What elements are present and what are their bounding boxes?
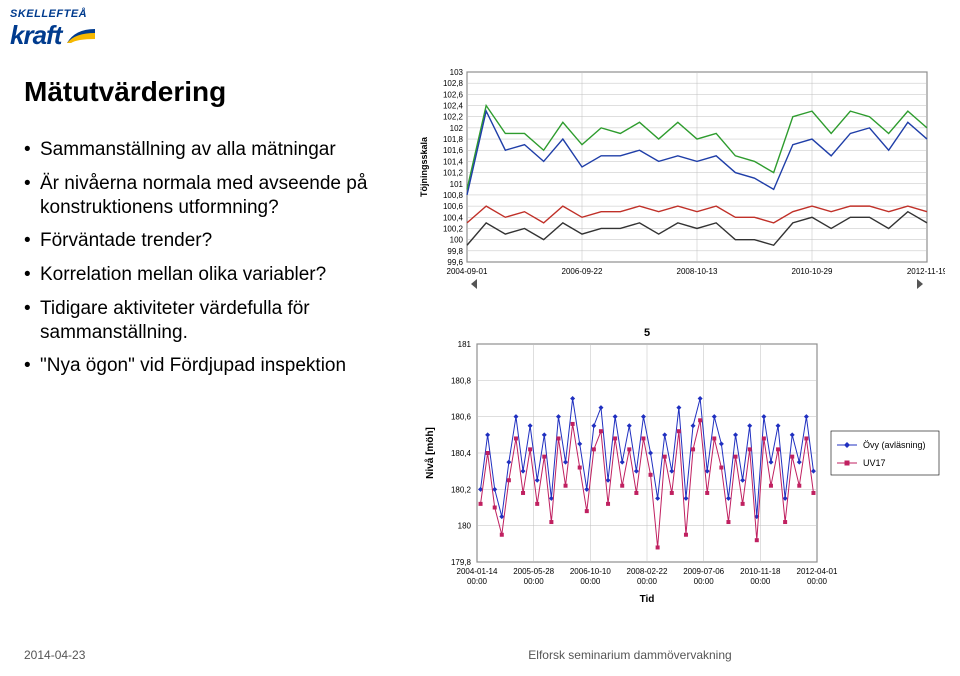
footer-center: Elforsk seminarium dammövervakning [324, 648, 936, 662]
svg-text:102,4: 102,4 [443, 102, 464, 111]
svg-text:100,4: 100,4 [443, 213, 464, 222]
svg-text:00:00: 00:00 [524, 577, 545, 586]
svg-text:102: 102 [450, 124, 464, 133]
svg-text:00:00: 00:00 [580, 577, 601, 586]
svg-text:2012-11-19: 2012-11-19 [907, 267, 945, 276]
svg-text:2008-02-22: 2008-02-22 [627, 567, 668, 576]
svg-text:101,2: 101,2 [443, 169, 464, 178]
svg-text:2006-09-22: 2006-09-22 [562, 267, 603, 276]
svg-text:101,6: 101,6 [443, 146, 464, 155]
svg-text:2009-07-06: 2009-07-06 [683, 567, 724, 576]
svg-text:2006-10-10: 2006-10-10 [570, 567, 611, 576]
bullet-item: Förväntade trender? [24, 229, 404, 253]
svg-text:180,2: 180,2 [451, 485, 472, 494]
chart-top: 99,6 99,8 100 100,2 100,4 100,6 100,8 101 101,2 1… [415, 66, 945, 301]
svg-text:5: 5 [644, 327, 650, 339]
svg-text:2012-04-01: 2012-04-01 [797, 567, 838, 576]
svg-text:00:00: 00:00 [807, 577, 828, 586]
bullet-item: Korrelation mellan olika variabler? [24, 263, 404, 287]
svg-text:100: 100 [450, 236, 464, 245]
svg-text:99,8: 99,8 [447, 247, 463, 256]
svg-text:2004-09-01: 2004-09-01 [447, 267, 488, 276]
svg-text:00:00: 00:00 [694, 577, 715, 586]
svg-text:00:00: 00:00 [750, 577, 771, 586]
logo-toptext: SKELLEFTEÅ [10, 8, 140, 20]
svg-text:180,8: 180,8 [451, 376, 472, 385]
logo-brand: kraft [10, 20, 61, 51]
svg-text:Tid: Tid [640, 594, 655, 605]
svg-text:UV17: UV17 [863, 458, 886, 468]
bullet-item: Tidigare aktiviteter värdefulla för samm… [24, 297, 404, 345]
svg-text:100,8: 100,8 [443, 191, 464, 200]
bullet-list: Sammanställning av alla mätningar Är nivå… [24, 138, 404, 388]
page-title: Mätutvärdering [24, 76, 226, 108]
svg-text:102,6: 102,6 [443, 90, 464, 99]
svg-text:2008-10-13: 2008-10-13 [677, 267, 718, 276]
svg-text:Töjningsskala: Töjningsskala [419, 136, 429, 197]
svg-text:180,4: 180,4 [451, 449, 472, 458]
svg-text:181: 181 [458, 340, 472, 349]
footer: 2014-04-23 Elforsk seminarium dammöverva… [24, 648, 936, 662]
bullet-item: "Nya ögon" vid Fördjupad inspektion [24, 354, 404, 378]
svg-text:101,8: 101,8 [443, 135, 464, 144]
bullet-item: Är nivåerna normala med avseende på kons… [24, 172, 404, 220]
bullet-item: Sammanställning av alla mätningar [24, 138, 404, 162]
svg-text:179,8: 179,8 [451, 558, 472, 567]
chart-bottom: 5 179,8 180 180,2 180,4 180,6 180,8 181 2004-01-… [415, 320, 945, 620]
svg-text:180: 180 [458, 522, 472, 531]
svg-text:102,2: 102,2 [443, 113, 464, 122]
svg-text:99,6: 99,6 [447, 258, 463, 267]
brand-swoosh-icon [65, 25, 97, 47]
svg-text:Nivå [möh]: Nivå [möh] [424, 427, 436, 479]
svg-text:101: 101 [450, 180, 464, 189]
svg-text:100,6: 100,6 [443, 202, 464, 211]
logo: SKELLEFTEÅ kraft [10, 8, 140, 51]
svg-text:2010-11-18: 2010-11-18 [740, 567, 781, 576]
svg-text:2004-01-14: 2004-01-14 [457, 567, 498, 576]
svg-text:2005-05-28: 2005-05-28 [513, 567, 554, 576]
svg-text:00:00: 00:00 [467, 577, 488, 586]
svg-text:103: 103 [450, 68, 464, 77]
svg-text:00:00: 00:00 [637, 577, 658, 586]
svg-text:180,6: 180,6 [451, 413, 472, 422]
svg-text:Övy (avläsning): Övy (avläsning) [863, 440, 926, 450]
footer-date: 2014-04-23 [24, 648, 324, 662]
svg-text:2010-10-29: 2010-10-29 [792, 267, 833, 276]
svg-text:102,8: 102,8 [443, 79, 464, 88]
svg-text:100,2: 100,2 [443, 224, 464, 233]
svg-text:101,4: 101,4 [443, 157, 464, 166]
